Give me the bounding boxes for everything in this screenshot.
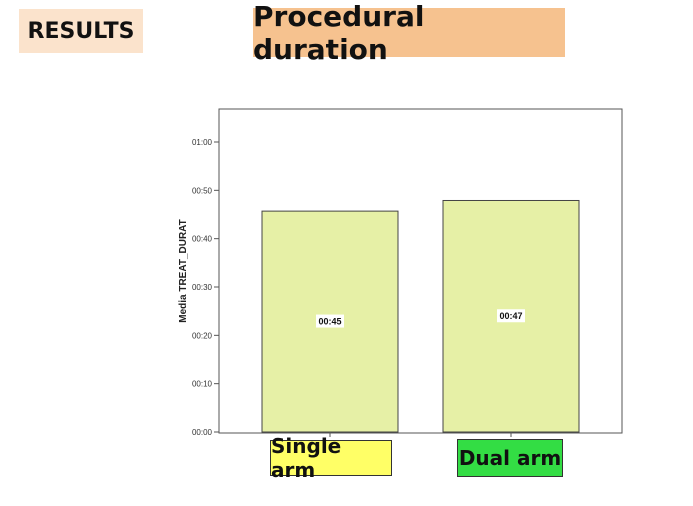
section-label: RESULTS — [19, 9, 143, 53]
y-tick-label: 00:00 — [192, 428, 213, 437]
y-tick-label: 01:00 — [192, 138, 213, 147]
y-tick-label: 00:40 — [192, 235, 213, 244]
y-tick-label: 00:50 — [192, 186, 213, 195]
data-label-background — [497, 309, 525, 323]
data-label-background — [316, 314, 344, 328]
y-tick-label: 00:10 — [192, 380, 213, 389]
y-axis: 00:00 00:10 00:20 00:30 00:40 00:50 01:00 — [192, 138, 219, 437]
data-label: 00:47 — [499, 311, 522, 321]
y-tick-label: 00:20 — [192, 331, 213, 340]
bars: 00:45 00:47 — [261, 199, 580, 437]
category-label-dual-arm: Dual arm — [457, 439, 563, 477]
y-axis-label: Media TREAT_DURAT — [178, 219, 189, 323]
y-tick-label: 00:30 — [192, 283, 213, 292]
category-label-single-arm: Single arm — [270, 434, 392, 482]
data-label: 00:45 — [318, 317, 341, 327]
plot-frame — [218, 108, 623, 434]
